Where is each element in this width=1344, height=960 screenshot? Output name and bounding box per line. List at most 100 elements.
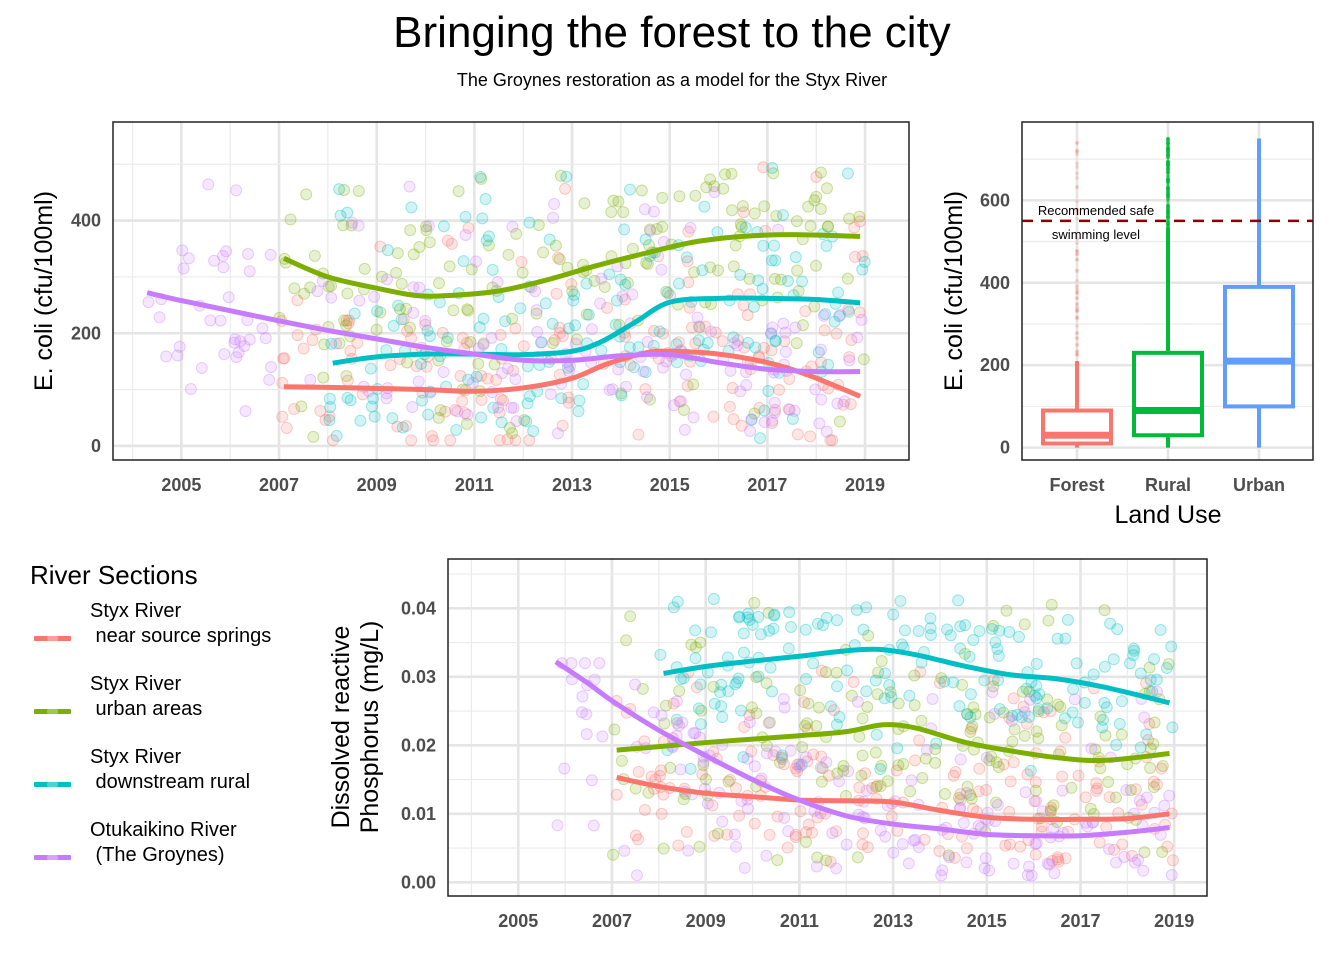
data-point (983, 754, 996, 767)
data-point (731, 339, 744, 352)
data-point (311, 285, 324, 298)
data-point (374, 240, 387, 253)
data-point (439, 405, 452, 418)
data-point (722, 685, 735, 698)
legend-label-line1: Styx River (90, 600, 182, 622)
data-point (948, 851, 961, 864)
data-point (214, 314, 227, 327)
data-point (691, 311, 704, 324)
data-point (791, 758, 804, 771)
data-point (1147, 781, 1160, 794)
data-point (623, 341, 636, 354)
data-point (506, 427, 519, 440)
data-point (752, 670, 765, 683)
data-point (461, 336, 474, 349)
data-point (687, 727, 700, 740)
outlier-point (1075, 352, 1079, 357)
data-point (961, 708, 974, 721)
data-point (748, 596, 761, 609)
data-point (985, 750, 998, 763)
data-point (348, 307, 361, 320)
data-point (734, 385, 747, 398)
data-point (306, 334, 319, 347)
data-point (801, 755, 814, 768)
data-point (437, 220, 450, 233)
data-point (629, 678, 642, 691)
data-point (632, 428, 645, 441)
data-point (509, 434, 522, 447)
data-point (1107, 653, 1120, 666)
box-iqr (1223, 284, 1295, 409)
outlier-point (1075, 309, 1079, 314)
data-point (364, 362, 377, 375)
data-point (777, 692, 790, 705)
data-point (1087, 668, 1100, 681)
data-point (1091, 782, 1104, 795)
data-point (790, 337, 803, 350)
data-point (800, 673, 813, 686)
data-point (1166, 854, 1179, 867)
data-point (936, 864, 949, 877)
data-point (810, 720, 823, 733)
data-point (782, 642, 795, 655)
data-point (562, 396, 575, 409)
x-tick-label: 2019 (845, 475, 885, 495)
y-tick-label: 0.03 (401, 667, 436, 687)
data-point (1111, 623, 1124, 636)
data-point (857, 353, 870, 366)
data-point (1079, 791, 1092, 804)
ecoli-landuse-panel: Recommended safe swimming level Forest Ru… (940, 121, 1314, 529)
data-point (685, 638, 698, 651)
data-point (300, 188, 313, 201)
data-point (857, 623, 870, 636)
data-point (465, 263, 478, 276)
data-point (228, 336, 241, 349)
data-point (645, 770, 658, 783)
data-point (1044, 804, 1057, 817)
x-tick-label: 2013 (873, 911, 913, 931)
data-point (547, 211, 560, 224)
data-point (405, 434, 418, 447)
data-point (791, 428, 804, 441)
data-point (1065, 781, 1078, 794)
data-point (789, 251, 802, 264)
data-point (924, 622, 937, 635)
data-point (440, 335, 453, 348)
data-point (1004, 775, 1017, 788)
data-point (1084, 802, 1097, 815)
data-point (217, 261, 230, 274)
data-point (843, 212, 856, 225)
data-point (595, 344, 608, 357)
data-point (550, 287, 563, 300)
data-point (642, 786, 655, 799)
data-point (486, 263, 499, 276)
data-point (991, 799, 1004, 812)
data-point (330, 337, 343, 350)
data-point (781, 841, 794, 854)
data-point (790, 215, 803, 228)
data-point (609, 318, 622, 331)
data-point (1007, 857, 1020, 870)
ecoli-landuse-x-axis-title: Land Use (1114, 501, 1221, 529)
legend-item-groynes: Otukaikino River (The Groynes) (30, 818, 330, 891)
data-point (494, 393, 507, 406)
data-point (1133, 794, 1146, 807)
data-point (578, 657, 591, 670)
data-point (941, 623, 954, 636)
data-point (610, 788, 623, 801)
data-point (338, 184, 351, 197)
outlier-point (1166, 162, 1170, 167)
data-point (773, 756, 786, 769)
data-point (851, 851, 864, 864)
data-point (742, 607, 755, 620)
data-point (883, 678, 896, 691)
data-point (543, 233, 556, 246)
data-point (805, 826, 818, 839)
data-point (799, 719, 812, 732)
data-point (1024, 764, 1037, 777)
data-point (1032, 703, 1045, 716)
outlier-point (1075, 279, 1079, 283)
data-point (1085, 742, 1098, 755)
data-point (643, 223, 656, 236)
data-point (674, 763, 687, 776)
